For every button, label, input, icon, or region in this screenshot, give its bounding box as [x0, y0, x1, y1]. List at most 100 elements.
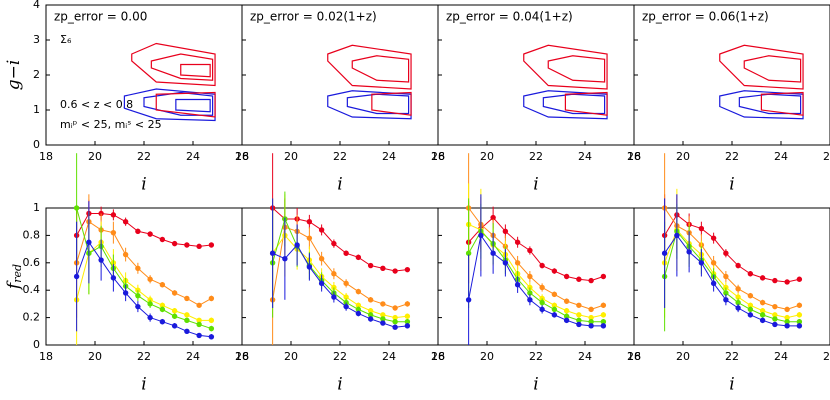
point [576, 312, 582, 318]
point [343, 250, 349, 256]
point [367, 308, 374, 314]
x-tick-label: 18 [431, 150, 445, 163]
x-tick-label: 26 [823, 150, 830, 163]
point [527, 247, 533, 254]
contour [327, 90, 412, 120]
point [563, 298, 570, 304]
point [796, 312, 803, 318]
point [796, 323, 803, 329]
point [539, 295, 545, 302]
point [514, 282, 521, 288]
point [600, 323, 607, 329]
point [784, 279, 790, 285]
point [306, 264, 313, 270]
point [698, 225, 705, 232]
point [784, 306, 790, 313]
point [184, 312, 190, 318]
point [331, 271, 337, 277]
point [171, 313, 178, 319]
point [723, 250, 729, 256]
point [539, 262, 545, 269]
x-tick-label: 24 [186, 150, 200, 163]
x-tick-label: 22 [137, 150, 151, 163]
x-axis-label: i [533, 175, 538, 195]
y-axis-label-main: g−i [4, 60, 24, 91]
point [551, 302, 558, 308]
point [392, 268, 398, 274]
point [490, 214, 496, 221]
x-tick-label: 18 [39, 150, 53, 163]
point [196, 243, 202, 250]
point [159, 319, 166, 325]
x-tick-label: 24 [578, 150, 592, 163]
point [135, 228, 141, 234]
point [588, 319, 594, 325]
point [759, 299, 766, 306]
series-line [272, 244, 408, 328]
x-axis-label: i [337, 175, 342, 195]
point [576, 302, 582, 308]
point [710, 260, 717, 266]
x-tick-label: 18 [627, 350, 641, 363]
point [73, 205, 80, 211]
point [563, 317, 570, 324]
point [600, 273, 607, 280]
panel-title: zp_error = 0.02(1+z) [250, 10, 377, 24]
point [331, 284, 337, 291]
series-line [272, 207, 408, 272]
point [784, 319, 790, 325]
panel-title: zp_error = 0.00 [54, 10, 147, 24]
point [588, 306, 594, 313]
point [686, 249, 692, 255]
point [208, 334, 215, 340]
point [86, 239, 92, 245]
x-tick-label: 20 [88, 150, 102, 163]
point [208, 317, 215, 324]
x-axis-label: i [141, 175, 146, 195]
point [208, 295, 215, 302]
series-line [468, 223, 604, 319]
series-line [76, 207, 212, 330]
x-tick-label: 22 [725, 150, 739, 163]
point [135, 303, 141, 310]
contour [564, 91, 608, 116]
point [784, 323, 790, 329]
point [380, 265, 386, 271]
point [784, 314, 790, 321]
point [159, 306, 166, 313]
point [318, 280, 325, 287]
point [563, 308, 570, 314]
point [404, 319, 411, 325]
point [208, 325, 215, 332]
x-tick-label: 22 [333, 150, 347, 163]
x-tick-label: 18 [431, 350, 445, 363]
contour [760, 91, 804, 116]
point [747, 306, 754, 313]
point [588, 277, 594, 284]
point [404, 266, 411, 273]
point [135, 292, 141, 299]
y-tick-label: 3 [33, 33, 40, 46]
point [404, 323, 411, 329]
series-line [664, 214, 800, 283]
point [747, 312, 754, 318]
y-tick-label: 1 [33, 103, 40, 116]
point [294, 242, 300, 248]
point [367, 312, 374, 318]
point [551, 291, 558, 298]
point [502, 228, 509, 234]
panel-title: zp_error = 0.04(1+z) [446, 10, 573, 24]
point [306, 219, 313, 225]
x-tick-label: 20 [676, 350, 690, 363]
x-tick-label: 26 [431, 350, 445, 363]
x-tick-label: 26 [235, 150, 249, 163]
point [147, 297, 153, 303]
point [343, 294, 349, 300]
point [73, 273, 80, 280]
series-line [76, 241, 212, 338]
x-tick-label: 20 [480, 150, 494, 163]
point [514, 260, 521, 266]
y-axis-label-sub: red [11, 264, 24, 283]
y-tick-label: 4 [33, 0, 40, 11]
